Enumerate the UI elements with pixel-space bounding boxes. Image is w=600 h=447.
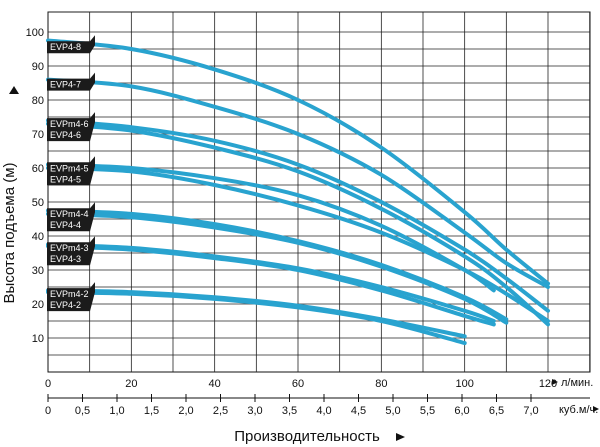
series-tag-label: EVP4-8 — [50, 42, 81, 52]
x-tick-label-secondary: 0,5 — [75, 405, 90, 417]
series-tags: EVP4-8EVP4-7EVPm4-6EVP4-6EVPm4-5EVP4-5EV… — [47, 35, 95, 312]
series-tag-background — [47, 156, 95, 186]
x-tick-label-secondary: 6,5 — [489, 405, 504, 417]
series-tag-background — [47, 72, 95, 91]
x-tick-label-secondary: 4,0 — [316, 405, 331, 417]
series-tag-background — [47, 202, 95, 232]
curve-evp4-6 — [46, 121, 550, 327]
y-tick-label: 30 — [32, 265, 44, 277]
y-tick-label: 80 — [32, 95, 44, 107]
x-tick-label-secondary: 2,5 — [213, 405, 228, 417]
x-tick-label-secondary: 0 — [45, 405, 51, 417]
x-tick-label-secondary: 1,5 — [144, 405, 159, 417]
curve-evp4-4 — [46, 211, 509, 325]
chart-curves — [46, 38, 550, 346]
x-tick-label-secondary: 3,5 — [282, 405, 297, 417]
x-tick-label-secondary: 5,0 — [385, 405, 400, 417]
curve-evp4-5 — [46, 166, 550, 323]
x-tick-label-secondary: 5,5 — [420, 405, 435, 417]
x-axis-title: Производительность — [234, 428, 380, 445]
series-tag-label: EVPm4-3 — [50, 243, 89, 253]
x-unit-primary-arrow — [552, 379, 558, 385]
x-tick-label-secondary: 2,0 — [178, 405, 193, 417]
x-tick-label-secondary: 7,0 — [523, 405, 538, 417]
series-tag-label: EVPm4-4 — [50, 209, 89, 219]
x-unit-primary: л/мин. — [561, 377, 593, 389]
series-tag-label: EVP4-5 — [50, 174, 81, 184]
y-axis-title-arrow — [9, 86, 19, 94]
x-tick-label-primary: 20 — [125, 378, 137, 390]
x-tick-label-primary: 120 — [539, 378, 557, 390]
y-tick-label: 70 — [32, 129, 44, 141]
y-tick-label: 100 — [26, 27, 44, 39]
x-tick-label-primary: 100 — [455, 378, 473, 390]
x-tick-label-secondary: 3,0 — [247, 405, 262, 417]
x-unit-secondary: куб.м/ч. — [559, 404, 598, 416]
series-tag-background — [47, 112, 95, 142]
x-tick-label-primary: 0 — [45, 378, 51, 390]
x-tick-label-primary: 80 — [375, 378, 387, 390]
y-axis-title: Высота подъема (м) — [1, 162, 18, 303]
series-tag-label: EVP4-2 — [50, 300, 81, 310]
curve-evp4-8 — [46, 38, 550, 286]
curve-evp4-7 — [46, 77, 550, 289]
x-axis-title-arrow — [396, 433, 405, 441]
y-tick-label: 40 — [32, 231, 44, 243]
series-tag-background — [47, 236, 95, 266]
series-tag-label: EVP4-7 — [50, 80, 81, 90]
curve-evp4-3 — [46, 244, 496, 327]
x-unit-secondary-arrow — [593, 406, 599, 412]
series-tag-background — [47, 35, 95, 54]
x-tick-label-secondary: 4,5 — [351, 405, 366, 417]
x-tick-label-secondary: 1,0 — [109, 405, 124, 417]
series-tag: EVP4-8 — [47, 35, 95, 54]
chart-axes: 10 20 30 40 50 60 70 80 90 100 0 20 40 60 80 100 120 0 0,5… — [26, 27, 590, 417]
y-tick-label: 50 — [32, 197, 44, 209]
x-tick-label-primary: 40 — [209, 378, 221, 390]
curve-evpm4-6 — [46, 118, 550, 313]
y-tick-label: 10 — [32, 333, 44, 345]
series-tag-label: EVPm4-6 — [50, 119, 89, 129]
series-tag: EVP4-7 — [47, 72, 95, 91]
y-tick-label: 60 — [32, 163, 44, 175]
chart-grid — [47, 11, 591, 373]
series-tag-label: EVPm4-5 — [50, 163, 89, 173]
series-tag-label: EVP4-3 — [50, 254, 81, 264]
series-tag-label: EVP4-6 — [50, 130, 81, 140]
y-tick-label: 90 — [32, 61, 44, 73]
y-tick-label: 20 — [32, 299, 44, 311]
series-tag-background — [47, 282, 95, 312]
series-tag-label: EVP4-4 — [50, 220, 81, 230]
series-tag-label: EVPm4-2 — [50, 289, 89, 299]
curve-evp4-2 — [46, 290, 467, 346]
x-tick-label-secondary: 6,0 — [454, 405, 469, 417]
x-tick-label-primary: 60 — [292, 378, 304, 390]
